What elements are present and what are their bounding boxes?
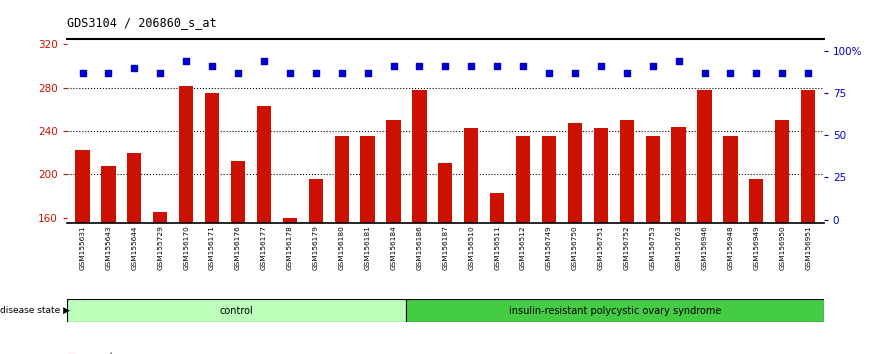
Bar bbox=[231, 161, 245, 354]
Bar bbox=[127, 153, 142, 354]
Point bbox=[646, 63, 660, 69]
Text: count: count bbox=[86, 352, 114, 354]
Text: GSM156176: GSM156176 bbox=[235, 225, 241, 270]
Text: GSM156752: GSM156752 bbox=[624, 225, 630, 270]
Text: GSM156750: GSM156750 bbox=[572, 225, 578, 270]
Bar bbox=[594, 128, 608, 354]
Text: GSM156949: GSM156949 bbox=[753, 225, 759, 270]
Point bbox=[750, 70, 764, 75]
Point bbox=[205, 63, 219, 69]
Point bbox=[723, 70, 737, 75]
Point bbox=[231, 70, 245, 75]
Bar bbox=[179, 86, 193, 354]
Text: GSM156753: GSM156753 bbox=[649, 225, 655, 270]
Text: GSM156946: GSM156946 bbox=[701, 225, 707, 270]
Text: GSM155729: GSM155729 bbox=[157, 225, 163, 270]
Text: GDS3104 / 206860_s_at: GDS3104 / 206860_s_at bbox=[67, 16, 217, 29]
Text: GSM156186: GSM156186 bbox=[417, 225, 422, 270]
Text: GSM156171: GSM156171 bbox=[209, 225, 215, 270]
Bar bbox=[619, 120, 634, 354]
Text: GSM156948: GSM156948 bbox=[728, 225, 734, 270]
Text: GSM156179: GSM156179 bbox=[313, 225, 319, 270]
Text: GSM155631: GSM155631 bbox=[79, 225, 85, 270]
Text: insulin-resistant polycystic ovary syndrome: insulin-resistant polycystic ovary syndr… bbox=[509, 306, 722, 316]
Point bbox=[516, 63, 530, 69]
Bar bbox=[406, 299, 824, 322]
Point bbox=[671, 58, 685, 64]
Point bbox=[360, 70, 374, 75]
Text: GSM155643: GSM155643 bbox=[106, 225, 111, 270]
Bar bbox=[360, 136, 374, 354]
Text: GSM156751: GSM156751 bbox=[598, 225, 603, 270]
Point bbox=[101, 70, 115, 75]
Bar bbox=[205, 93, 219, 354]
Point bbox=[387, 63, 401, 69]
Bar bbox=[412, 90, 426, 354]
Point bbox=[179, 58, 193, 64]
Text: GSM156510: GSM156510 bbox=[469, 225, 474, 270]
Point bbox=[412, 63, 426, 69]
Text: GSM156184: GSM156184 bbox=[390, 225, 396, 270]
Bar bbox=[801, 90, 815, 354]
Bar bbox=[101, 166, 115, 354]
Bar bbox=[723, 136, 737, 354]
Bar bbox=[775, 120, 789, 354]
Point bbox=[283, 70, 297, 75]
Bar bbox=[256, 106, 271, 354]
Point bbox=[464, 63, 478, 69]
Bar bbox=[542, 136, 556, 354]
Text: GSM156511: GSM156511 bbox=[494, 225, 500, 270]
Bar bbox=[335, 136, 349, 354]
Point bbox=[490, 63, 504, 69]
Text: GSM155644: GSM155644 bbox=[131, 225, 137, 270]
Point bbox=[698, 70, 712, 75]
Text: GSM156512: GSM156512 bbox=[520, 225, 526, 270]
Bar bbox=[567, 124, 582, 354]
Text: GSM156749: GSM156749 bbox=[546, 225, 552, 270]
Text: GSM156178: GSM156178 bbox=[287, 225, 292, 270]
Bar bbox=[438, 164, 453, 354]
Bar bbox=[516, 136, 530, 354]
Text: GSM156177: GSM156177 bbox=[261, 225, 267, 270]
Text: GSM156950: GSM156950 bbox=[780, 225, 785, 270]
Text: disease state ▶: disease state ▶ bbox=[0, 306, 70, 315]
Point bbox=[308, 70, 322, 75]
Point bbox=[153, 70, 167, 75]
Point bbox=[335, 70, 349, 75]
Point bbox=[257, 58, 271, 64]
Bar bbox=[698, 90, 712, 354]
Bar bbox=[76, 150, 90, 354]
Text: ■: ■ bbox=[67, 352, 78, 354]
Point bbox=[801, 70, 815, 75]
Bar bbox=[387, 120, 401, 354]
Bar bbox=[308, 179, 323, 354]
Bar bbox=[646, 136, 660, 354]
Bar bbox=[153, 212, 167, 354]
Text: GSM156170: GSM156170 bbox=[183, 225, 189, 270]
Bar bbox=[464, 128, 478, 354]
Point bbox=[438, 63, 452, 69]
Bar bbox=[671, 127, 685, 354]
Text: control: control bbox=[219, 306, 254, 316]
Bar bbox=[67, 299, 406, 322]
Bar bbox=[490, 193, 504, 354]
Bar bbox=[283, 218, 297, 354]
Bar bbox=[749, 179, 764, 354]
Point bbox=[775, 70, 789, 75]
Text: GSM156951: GSM156951 bbox=[805, 225, 811, 270]
Text: GSM156187: GSM156187 bbox=[442, 225, 448, 270]
Point bbox=[127, 65, 141, 70]
Text: GSM156181: GSM156181 bbox=[365, 225, 371, 270]
Point bbox=[76, 70, 90, 75]
Point bbox=[594, 63, 608, 69]
Text: GSM156180: GSM156180 bbox=[338, 225, 344, 270]
Point bbox=[568, 70, 582, 75]
Point bbox=[542, 70, 556, 75]
Text: GSM156763: GSM156763 bbox=[676, 225, 682, 270]
Point bbox=[619, 70, 633, 75]
